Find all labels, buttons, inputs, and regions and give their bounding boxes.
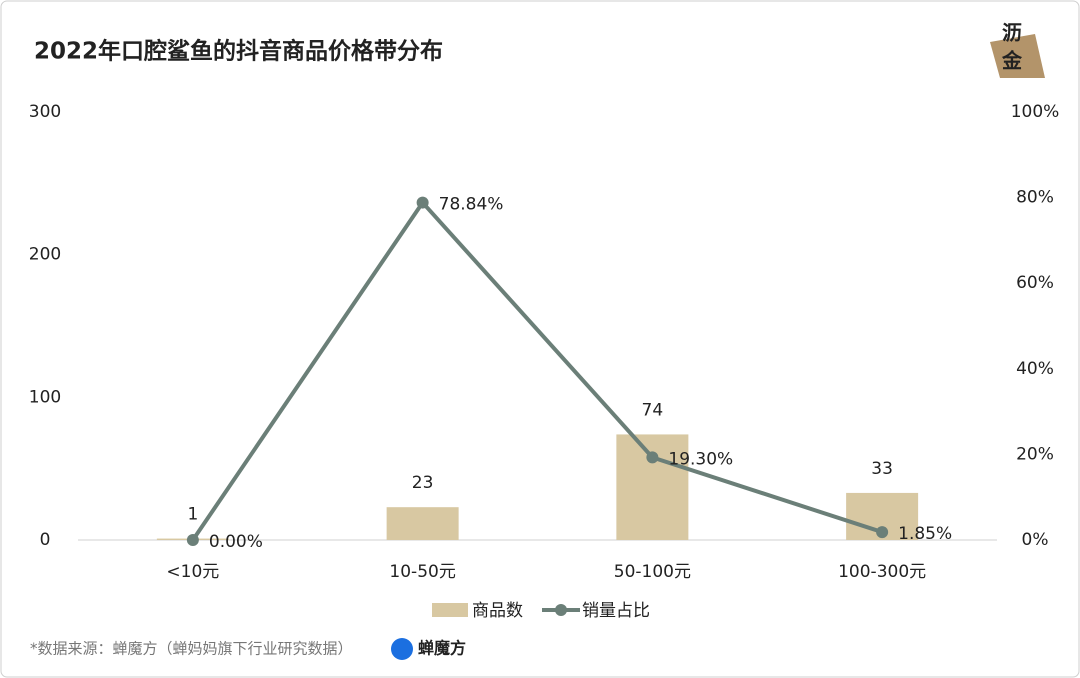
badge: 沥 金 [990,21,1045,78]
y2-tick-label: 80% [1016,188,1054,208]
bar-value-label: 1 [187,505,198,525]
x-tick-label: 50-100元 [614,562,691,582]
y-tick-label: 100 [29,387,61,407]
brand-name: 蝉魔方 [418,639,466,658]
x-tick-label: 100-300元 [838,562,926,582]
legend-label: 商品数 [472,601,523,621]
badge-shape [990,34,1045,78]
badge-char: 金 [1001,49,1023,73]
line-value-label: 0.00% [209,532,263,552]
y-tick-label: 0 [40,530,51,550]
x-tick-label: <10元 [166,562,219,582]
source-note: *数据来源：蝉魔方（蝉妈妈旗下行业研究数据） [30,640,353,658]
brand-icon [391,638,413,660]
y2-tick-label: 60% [1016,273,1054,293]
brand-logo: 蝉魔方 [391,638,466,660]
chart-title: 2022年口腔鲨鱼的抖音商品价格带分布 [34,38,443,65]
y2-tick-label: 40% [1016,359,1054,379]
bar-value-label: 33 [871,459,893,479]
line-point [416,196,429,209]
y2-tick-label: 0% [1022,530,1049,550]
y-tick-label: 300 [29,102,61,122]
line-point [186,534,199,546]
line-point [646,451,659,464]
legend-label: 销量占比 [582,601,650,621]
bar [386,507,459,540]
line-value-label: 19.30% [668,449,733,469]
bar-value-label: 74 [642,400,664,420]
badge-char: 沥 [1002,21,1022,45]
legend-swatch [432,603,468,617]
line-value-label: 78.84% [439,195,504,215]
y2-tick-label: 100% [1011,102,1060,122]
y2-tick-label: 20% [1016,444,1054,464]
y-tick-label: 200 [29,245,61,265]
line-value-label: 1.85% [898,524,952,544]
line-point [876,526,889,539]
x-tick-label: 10-50元 [389,562,455,582]
bar-value-label: 23 [412,473,434,493]
legend-swatch [555,604,567,616]
line [191,199,883,542]
